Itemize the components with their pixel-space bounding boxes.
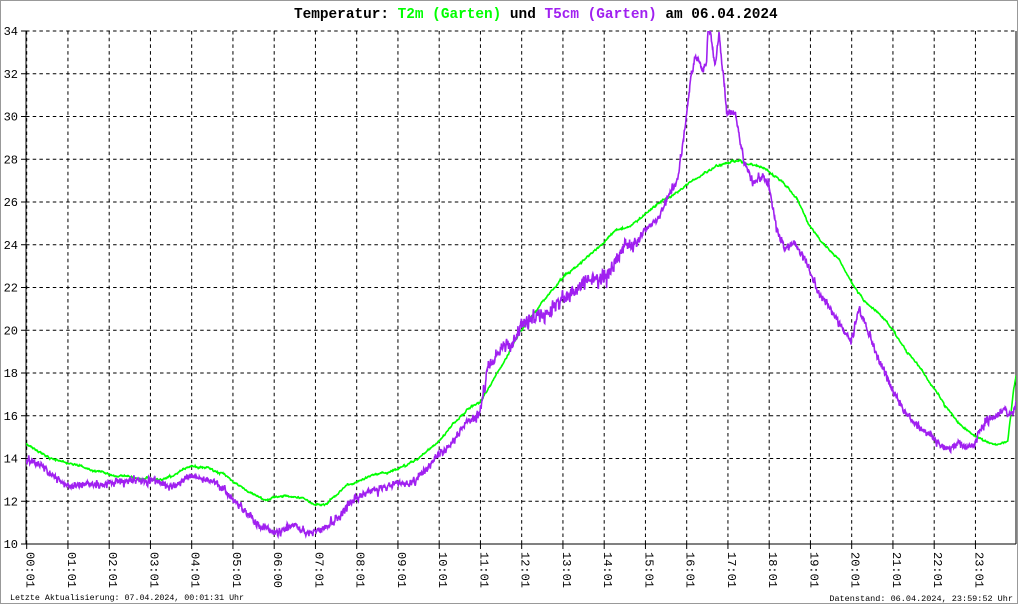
svg-text:18: 18 — [4, 367, 18, 381]
svg-text:23:01: 23:01 — [971, 552, 985, 588]
svg-text:15:01: 15:01 — [641, 552, 655, 588]
svg-text:11:01: 11:01 — [476, 552, 490, 588]
svg-text:20: 20 — [4, 324, 18, 338]
svg-text:14:01: 14:01 — [600, 552, 614, 588]
svg-text:20:01: 20:01 — [848, 552, 862, 588]
svg-text:21:01: 21:01 — [889, 552, 903, 588]
svg-text:12: 12 — [4, 495, 18, 509]
svg-text:17:01: 17:01 — [724, 552, 738, 588]
svg-text:09:01: 09:01 — [394, 552, 408, 588]
svg-text:10:01: 10:01 — [435, 552, 449, 588]
svg-text:03:01: 03:01 — [146, 552, 160, 588]
svg-text:26: 26 — [4, 196, 18, 210]
svg-text:28: 28 — [4, 153, 18, 167]
svg-text:22: 22 — [4, 282, 18, 296]
svg-text:34: 34 — [4, 25, 18, 39]
svg-text:12:01: 12:01 — [518, 552, 532, 588]
svg-text:02:01: 02:01 — [105, 552, 119, 588]
svg-text:16: 16 — [4, 410, 18, 424]
svg-text:10: 10 — [4, 538, 18, 552]
svg-text:13:01: 13:01 — [559, 552, 573, 588]
svg-text:06:00: 06:00 — [270, 552, 284, 588]
svg-text:01:01: 01:01 — [64, 552, 78, 588]
svg-text:14: 14 — [4, 453, 18, 467]
svg-text:08:01: 08:01 — [353, 552, 367, 588]
svg-text:05:01: 05:01 — [229, 552, 243, 588]
svg-text:18:01: 18:01 — [765, 552, 779, 588]
svg-text:19:01: 19:01 — [806, 552, 820, 588]
svg-text:32: 32 — [4, 68, 18, 82]
svg-text:16:01: 16:01 — [683, 552, 697, 588]
svg-text:07:01: 07:01 — [311, 552, 325, 588]
svg-text:30: 30 — [4, 111, 18, 125]
svg-text:00:01: 00:01 — [23, 552, 37, 588]
svg-text:24: 24 — [4, 239, 18, 253]
svg-text:04:01: 04:01 — [188, 552, 202, 588]
svg-text:22:01: 22:01 — [930, 552, 944, 588]
